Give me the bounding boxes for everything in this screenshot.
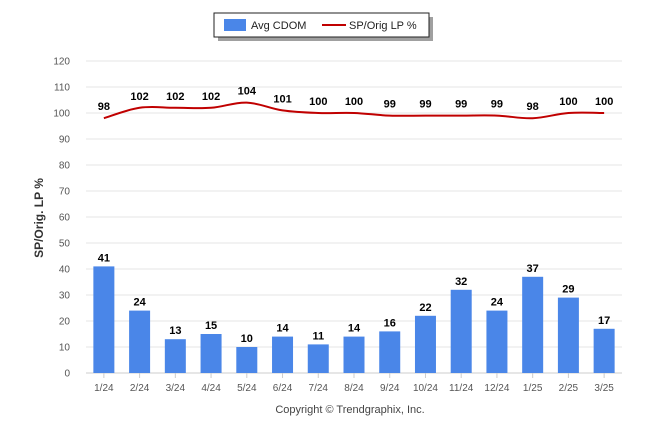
legend: Avg CDOM SP/Orig LP % bbox=[213, 12, 433, 41]
x-tick-label: 9/24 bbox=[380, 383, 400, 394]
y-tick-label: 70 bbox=[59, 187, 71, 198]
bar bbox=[486, 310, 508, 373]
legend-label-line: SP/Orig LP % bbox=[349, 20, 417, 32]
x-tick-label: 12/24 bbox=[484, 383, 509, 394]
line-value-label: 100 bbox=[559, 96, 577, 108]
x-tick-label: 8/24 bbox=[344, 383, 364, 394]
x-tick-label: 6/24 bbox=[273, 383, 293, 394]
bar-value-label: 24 bbox=[133, 297, 146, 309]
x-tick-label: 2/25 bbox=[559, 383, 579, 394]
line-value-label: 100 bbox=[595, 96, 613, 108]
line-value-label: 99 bbox=[419, 99, 431, 111]
x-tick-label: 7/24 bbox=[309, 383, 329, 394]
bar bbox=[236, 347, 258, 373]
y-tick-label: 50 bbox=[59, 239, 71, 250]
line-value-label: 101 bbox=[273, 93, 291, 105]
bar bbox=[129, 310, 151, 373]
bar-value-label: 10 bbox=[241, 333, 253, 345]
y-axis-title: SP/Orig. LP % bbox=[32, 178, 46, 258]
bar-labels: 41 24 13 15 10 14 11 14 16 22 32 24 37 29 17 bbox=[98, 252, 611, 345]
line-value-label: 102 bbox=[202, 91, 220, 103]
bar bbox=[379, 331, 401, 373]
x-tick-label: 3/25 bbox=[594, 383, 614, 394]
bar bbox=[93, 266, 115, 373]
y-tick-label: 10 bbox=[59, 343, 71, 354]
bar-value-label: 11 bbox=[312, 330, 324, 342]
bar bbox=[414, 315, 436, 373]
y-tick-label: 110 bbox=[54, 83, 70, 94]
bar-value-label: 16 bbox=[384, 317, 396, 329]
bar bbox=[343, 336, 365, 373]
bar-value-label: 14 bbox=[348, 323, 361, 335]
bar-value-label: 15 bbox=[205, 320, 217, 332]
line-value-label: 99 bbox=[455, 99, 467, 111]
bar-value-label: 14 bbox=[276, 323, 289, 335]
line-value-label: 99 bbox=[384, 99, 396, 111]
bar-value-label: 37 bbox=[527, 263, 539, 275]
x-tick-label: 5/24 bbox=[237, 383, 257, 394]
bar bbox=[522, 276, 544, 373]
y-tick-label: 30 bbox=[59, 291, 71, 302]
line-labels: 98 102 102 102 104 101 100 100 99 99 99 99 98 100 100 bbox=[98, 86, 614, 114]
y-axis-ticks: 0 10 20 30 40 50 60 70 80 90 100 110 120 bbox=[53, 57, 70, 380]
y-tick-label: 60 bbox=[59, 213, 71, 224]
bar bbox=[272, 336, 294, 373]
copyright-text: Copyright © Trendgraphix, Inc. bbox=[275, 404, 424, 416]
line-value-label: 98 bbox=[527, 101, 539, 113]
line-value-label: 98 bbox=[98, 101, 110, 113]
line-value-label: 102 bbox=[130, 91, 148, 103]
x-tick-label: 1/25 bbox=[523, 383, 543, 394]
y-tick-label: 90 bbox=[59, 135, 71, 146]
line-series bbox=[103, 101, 605, 120]
y-tick-label: 0 bbox=[64, 369, 70, 380]
bar-value-label: 22 bbox=[419, 302, 431, 314]
bar bbox=[200, 334, 222, 373]
x-tick-label: 3/24 bbox=[166, 383, 186, 394]
legend-box bbox=[213, 12, 430, 38]
y-tick-label: 80 bbox=[59, 161, 71, 172]
bar-value-label: 17 bbox=[598, 315, 610, 327]
legend-swatch-bars bbox=[224, 19, 246, 31]
bar bbox=[450, 289, 472, 373]
line-value-label: 100 bbox=[309, 96, 327, 108]
bar bbox=[593, 328, 615, 373]
y-tick-label: 40 bbox=[59, 265, 71, 276]
line-value-label: 99 bbox=[491, 99, 503, 111]
x-tick-label: 2/24 bbox=[130, 383, 150, 394]
x-tick-label: 10/24 bbox=[413, 383, 438, 394]
bar-value-label: 13 bbox=[169, 325, 181, 337]
x-tick-label: 4/24 bbox=[201, 383, 221, 394]
bar bbox=[557, 297, 579, 373]
legend-label-bars: Avg CDOM bbox=[251, 20, 306, 32]
x-tick-label: 11/24 bbox=[449, 383, 474, 394]
y-tick-label: 20 bbox=[59, 317, 71, 328]
bar-value-label: 32 bbox=[455, 276, 467, 288]
bar-value-label: 29 bbox=[562, 284, 574, 296]
line-value-label: 102 bbox=[166, 91, 184, 103]
line-value-label: 100 bbox=[345, 96, 363, 108]
bar bbox=[307, 344, 329, 373]
bars bbox=[93, 266, 615, 373]
y-tick-label: 100 bbox=[53, 109, 70, 120]
x-tick-label: 1/24 bbox=[94, 383, 114, 394]
bar-value-label: 41 bbox=[98, 252, 110, 264]
bar bbox=[164, 339, 186, 373]
line-value-label: 104 bbox=[238, 86, 257, 98]
x-axis-ticks: 1/24 2/24 3/24 4/24 5/24 6/24 7/24 8/24 9/24 10/2… bbox=[94, 373, 614, 394]
bar-value-label: 24 bbox=[491, 297, 504, 309]
y-tick-label: 120 bbox=[53, 57, 70, 68]
